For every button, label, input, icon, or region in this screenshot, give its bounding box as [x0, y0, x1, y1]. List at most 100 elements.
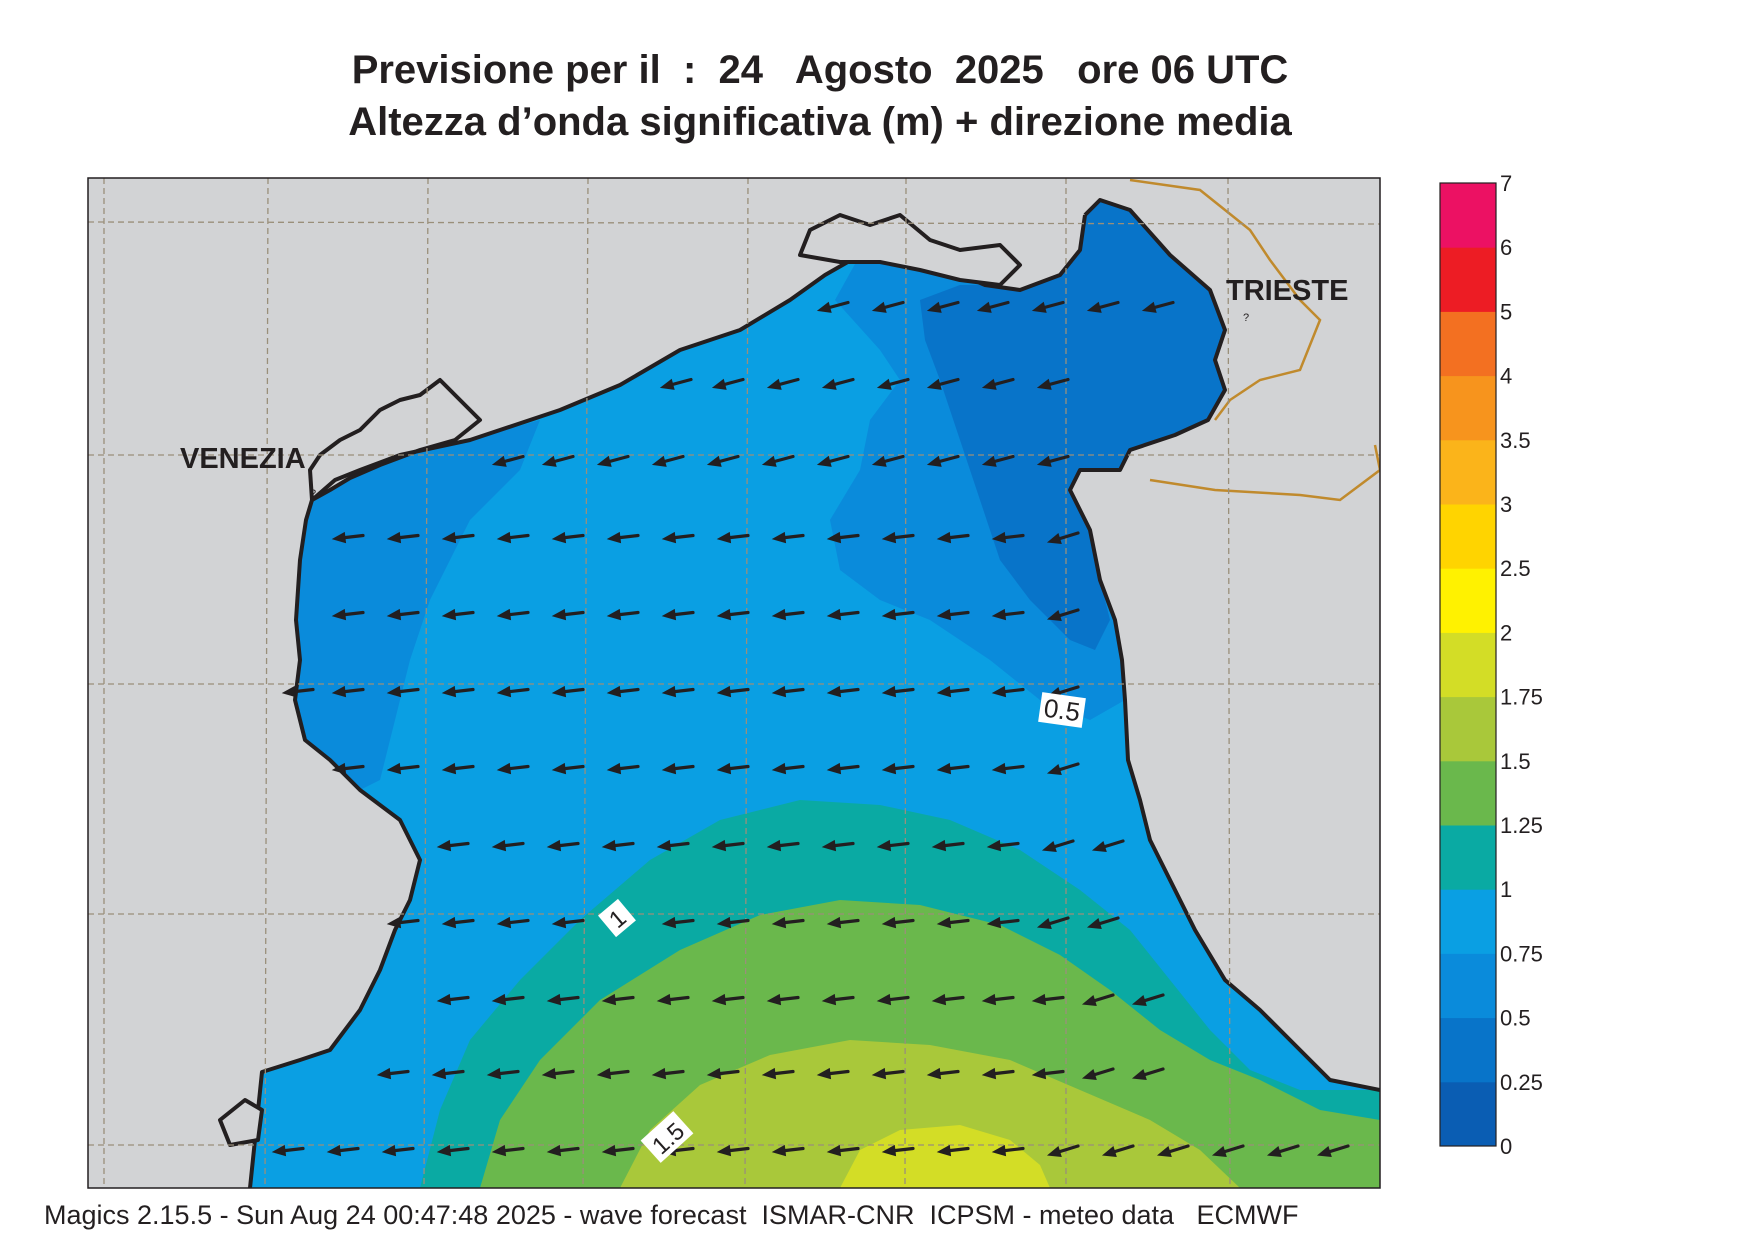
- colorbar-band: [1440, 568, 1496, 633]
- wave-arrow-head: [386, 685, 402, 698]
- colorbar-tick-label: 0.25: [1500, 1070, 1543, 1095]
- wave-arrow-head: [821, 993, 837, 1006]
- colorbar-tick-label: 2.5: [1500, 556, 1531, 581]
- wave-arrow-head: [386, 531, 402, 544]
- colorbar-tick-label: 7: [1500, 171, 1512, 196]
- wave-arrow-head: [496, 916, 512, 929]
- wave-arrow-head: [661, 608, 677, 621]
- wave-arrow-head: [931, 993, 947, 1006]
- wave-arrow-head: [881, 762, 897, 775]
- wave-arrow-head: [551, 608, 567, 621]
- wave-arrow-head: [936, 531, 952, 544]
- colorbar-tick-label: 2: [1500, 620, 1512, 645]
- wave-arrow-head: [881, 608, 897, 621]
- wave-arrow-head: [1086, 301, 1102, 313]
- wave-arrow-head: [981, 993, 997, 1006]
- wave-arrow-head: [821, 839, 837, 852]
- wave-arrow-head: [386, 762, 402, 775]
- wave-arrow-head: [936, 762, 952, 775]
- svg-text:0.5: 0.5: [1042, 693, 1082, 728]
- wave-arrow-head: [1141, 301, 1157, 313]
- wave-arrow-head: [771, 1144, 787, 1157]
- colorbar-band: [1440, 953, 1496, 1019]
- wave-arrow-head: [1036, 918, 1052, 929]
- wave-arrow-head: [826, 685, 842, 698]
- wave-arrow-head: [991, 685, 1007, 698]
- wave-arrow-head: [711, 839, 727, 852]
- wave-arrow-head: [766, 839, 782, 852]
- wave-arrow-head: [771, 762, 787, 775]
- zone-175-200: [840, 1125, 1050, 1188]
- colorbar-tick-label: 6: [1500, 235, 1512, 260]
- wave-arrow-head: [936, 685, 952, 698]
- wave-arrow-head: [876, 839, 892, 852]
- wave-arrow-head: [651, 455, 667, 467]
- wave-arrow-head: [496, 531, 512, 544]
- wave-arrow-head: [441, 531, 457, 544]
- wave-arrow-head: [706, 1067, 722, 1080]
- colorbar-tick-label: 4: [1500, 364, 1512, 389]
- venezia-marker: ?: [310, 488, 316, 500]
- colorbar-band: [1440, 1017, 1496, 1083]
- wave-arrow-head: [1031, 993, 1047, 1006]
- wave-arrow-head: [606, 608, 622, 621]
- colorbar-tick-label: 1.75: [1500, 685, 1543, 710]
- grid-lines: [88, 178, 1380, 1188]
- wave-arrow-head: [551, 762, 567, 775]
- wave-arrow-head: [871, 1067, 887, 1080]
- wave-arrow-head: [991, 762, 1007, 775]
- wave-arrow-head: [661, 685, 677, 698]
- wave-arrow-head: [331, 685, 347, 698]
- wave-arrow-head: [876, 378, 892, 390]
- wave-arrow-head: [436, 1144, 452, 1157]
- wave-arrow-head: [926, 455, 942, 467]
- wave-arrow-head: [766, 378, 782, 390]
- wave-arrow-head: [1101, 1146, 1117, 1157]
- wave-arrow-head: [551, 685, 567, 698]
- wave-arrow-head: [826, 1144, 842, 1157]
- colorbar-band: [1440, 375, 1496, 441]
- colorbar-tick-label: 0.5: [1500, 1006, 1531, 1031]
- wave-arrow-head: [661, 762, 677, 775]
- wave-arrow-head: [716, 916, 732, 929]
- wave-arrow-head: [661, 531, 677, 544]
- map-subtitle: Altezza d’onda significativa (m) + direz…: [348, 100, 1292, 144]
- wave-arrow-head: [1046, 1146, 1062, 1157]
- wave-arrow-head: [1031, 1067, 1047, 1080]
- wave-arrow-head: [1266, 1146, 1282, 1157]
- wave-arrow-head: [761, 1067, 777, 1080]
- wave-arrow-head: [1316, 1146, 1332, 1157]
- wave-arrow-head: [1081, 1069, 1097, 1080]
- wave-arrow-head: [436, 839, 452, 852]
- wave-arrow-head: [491, 455, 507, 467]
- city-label-venezia: VENEZIA: [180, 443, 306, 475]
- wave-arrow-head: [711, 378, 727, 390]
- wave-direction-arrows: [271, 300, 1350, 1157]
- wave-arrow-head: [871, 455, 887, 467]
- wave-arrow-head: [881, 685, 897, 698]
- wave-arrow-head: [826, 916, 842, 929]
- wave-arrow-head: [771, 531, 787, 544]
- colorbar-frame: [1439, 182, 1497, 1147]
- colorbar-tick-label: 1.25: [1500, 813, 1543, 838]
- wave-arrow-head: [546, 993, 562, 1006]
- wave-arrow-head: [1046, 610, 1062, 621]
- wave-arrow-head: [1041, 841, 1057, 852]
- map-title: Previsione per il : 24 Agosto 2025 ore 0…: [351, 48, 1289, 92]
- wave-arrow-head: [606, 762, 622, 775]
- colorbar: 0 0.25 0.5 0.75 1 1.25 1.5 1.75 2 2.5 3 3.5 4 5 6 7: [1439, 171, 1543, 1159]
- wave-arrow-head: [821, 378, 837, 390]
- wave-arrow-head: [991, 531, 1007, 544]
- wave-arrow-head: [596, 1067, 612, 1080]
- wave-arrow-head: [656, 839, 672, 852]
- wave-arrow-head: [881, 531, 897, 544]
- colorbar-band: [1440, 183, 1496, 248]
- wave-arrow-head: [551, 916, 567, 929]
- wave-arrow-head: [541, 455, 557, 467]
- wave-arrow-head: [656, 993, 672, 1006]
- colorbar-tick-label: 0: [1500, 1134, 1512, 1159]
- wave-arrow-head: [601, 993, 617, 1006]
- wave-arrow-head: [871, 301, 887, 313]
- wave-arrow-head: [981, 455, 997, 467]
